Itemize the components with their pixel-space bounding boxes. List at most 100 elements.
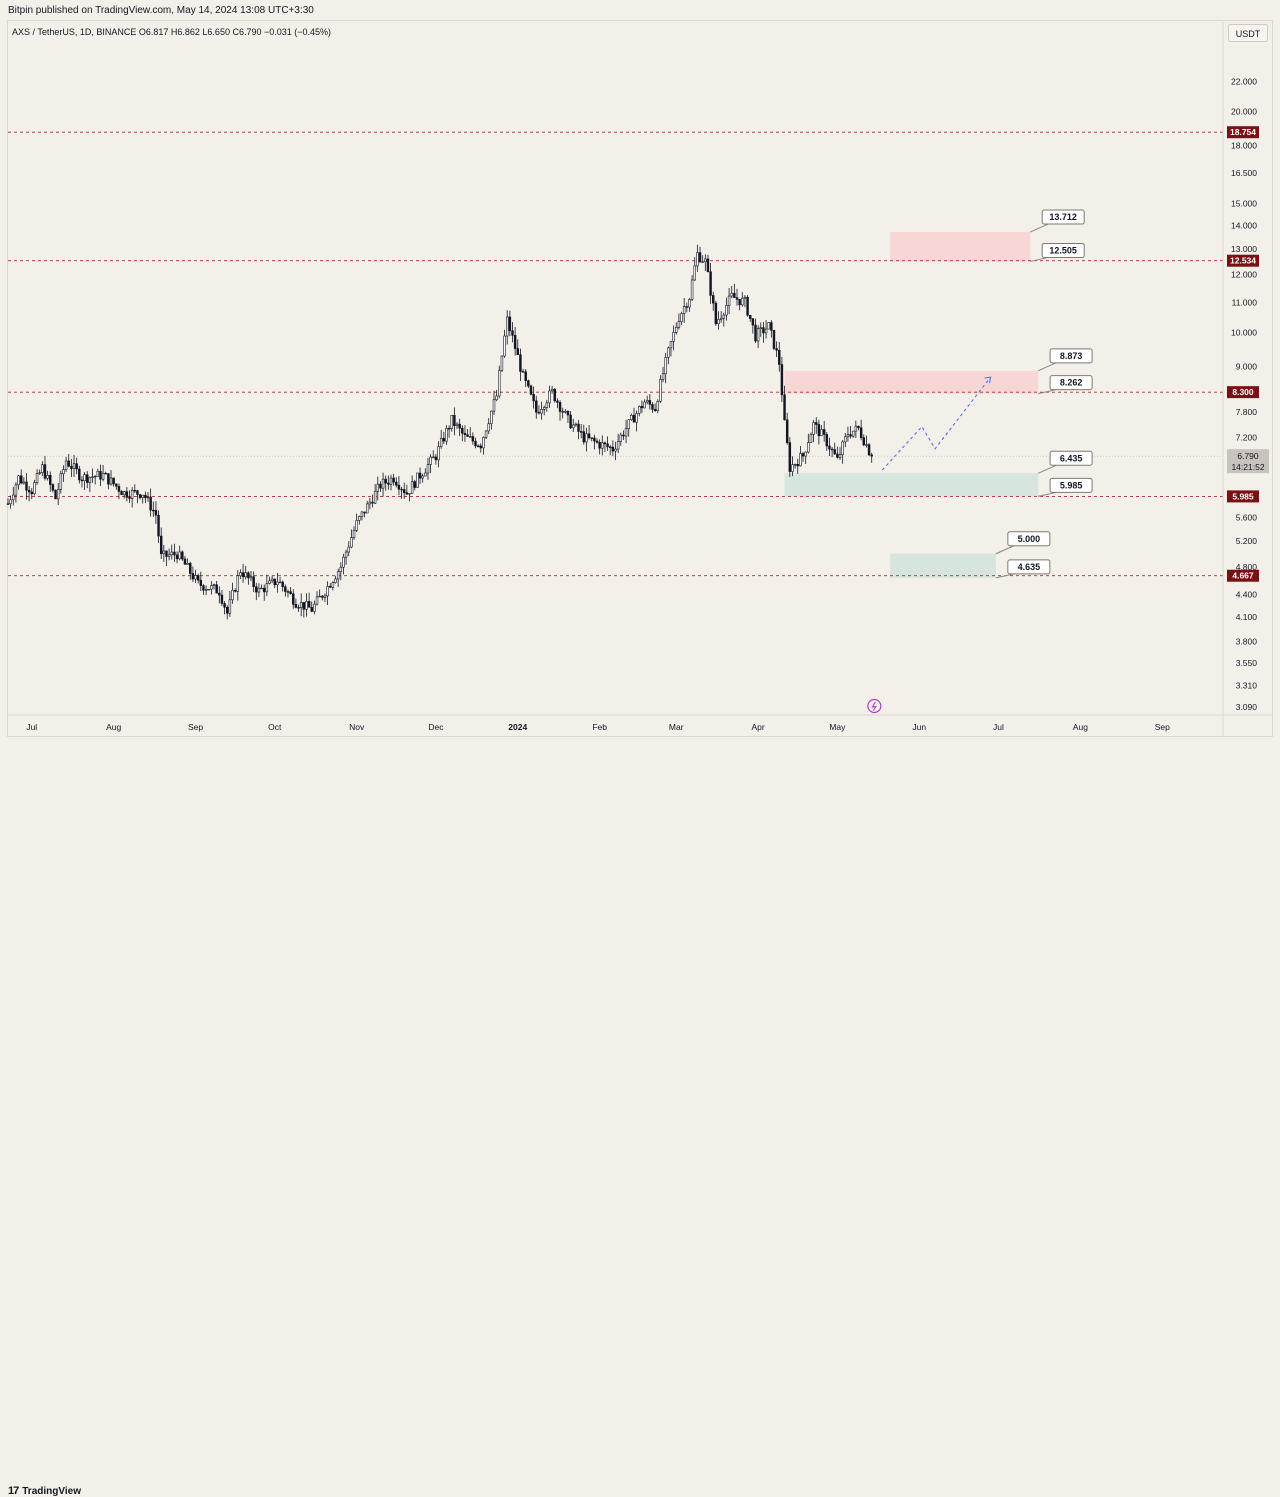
candle-body (133, 490, 137, 492)
zone-callout-label: 4.635 (1018, 562, 1041, 572)
price-tick-label: 9.000 (1236, 361, 1258, 371)
candle (196, 573, 200, 584)
level-price-tag-label: 8.300 (1232, 387, 1254, 397)
candle-body (162, 550, 166, 555)
candle-body (616, 441, 620, 450)
candle (64, 456, 68, 473)
candle (260, 584, 263, 590)
candle (608, 445, 612, 456)
candle-body (482, 437, 485, 449)
time-axis[interactable]: Jul Aug Sep Oct Nov Dec 2024 Feb Mar Apr May Jun Jul… (26, 722, 1170, 732)
candle (656, 399, 659, 414)
candle (659, 375, 662, 404)
candle-body (363, 511, 366, 514)
candle (709, 263, 712, 304)
candle (194, 569, 197, 583)
candle (223, 601, 226, 615)
candle-body (582, 431, 586, 443)
candle-body (608, 446, 612, 448)
candle (109, 470, 113, 486)
candle-body (572, 424, 575, 429)
candle-body (392, 477, 395, 483)
time-tick-label: Jul (993, 722, 1004, 732)
price-chart[interactable]: 13.712 12.505 8.873 8.262 6.435 5.985 5.000 4.6… (0, 0, 1280, 763)
candle (305, 593, 308, 617)
candle (516, 339, 519, 356)
currency-button[interactable]: USDT (1228, 24, 1268, 42)
candle-body (202, 585, 205, 591)
candle (339, 562, 343, 581)
candle-body (326, 586, 329, 597)
candle-body (284, 586, 287, 592)
candle (445, 425, 448, 445)
price-tick-label: 13.000 (1231, 244, 1257, 254)
candle (72, 454, 76, 477)
candle (292, 589, 295, 609)
projection-arrowhead (984, 376, 992, 384)
price-tick-label: 3.310 (1236, 680, 1258, 690)
candle-body (78, 468, 81, 481)
candle-body (233, 590, 237, 592)
candle-body (35, 473, 39, 483)
zone-callout-leader (995, 545, 1015, 555)
candle (743, 294, 747, 307)
candle (545, 399, 549, 412)
candle-body (352, 529, 356, 538)
candle-body (619, 434, 623, 442)
candle (812, 419, 815, 443)
candle (365, 500, 369, 514)
candle-body (793, 464, 797, 466)
candle (122, 490, 126, 499)
candle-body (257, 587, 261, 593)
candle (788, 437, 792, 477)
candle (764, 320, 768, 339)
candle (35, 469, 39, 485)
candle (463, 425, 467, 442)
candle (548, 385, 551, 408)
candle-body (511, 330, 514, 336)
candle (857, 425, 860, 431)
zone-callout-leader (1029, 223, 1049, 233)
candle (144, 491, 147, 504)
candle (210, 581, 213, 595)
candle (627, 419, 630, 437)
candle (651, 402, 654, 413)
time-tick-label: Sep (188, 722, 203, 732)
candle (851, 430, 855, 438)
candle-body (659, 379, 662, 402)
candle-body (846, 434, 850, 438)
tradingview-logo[interactable]: 17 TradingView (8, 1485, 81, 1497)
candle (619, 432, 623, 446)
candle (503, 329, 506, 358)
candle-body (175, 554, 179, 560)
candle-body (701, 261, 704, 263)
candle-body (503, 335, 506, 357)
candle-body (508, 316, 512, 331)
candle-body (785, 419, 789, 443)
candle-body (178, 551, 181, 560)
candle-body (247, 572, 250, 579)
candle-body (297, 607, 300, 609)
candle-body (30, 491, 33, 495)
candle (313, 600, 316, 615)
candle (738, 299, 741, 311)
zone-callout-leader (1037, 464, 1057, 474)
price-axis[interactable]: 22.000 20.000 18.000 16.500 15.000 14.000 13.0… (1231, 76, 1257, 712)
candle (778, 341, 781, 372)
candle (51, 483, 55, 493)
candle (276, 572, 279, 593)
candle (841, 440, 844, 464)
candle-body (661, 373, 665, 380)
candle (825, 432, 829, 451)
level-price-tag (1227, 569, 1259, 582)
zone-callout-box (1049, 450, 1093, 466)
candle-body (553, 388, 556, 402)
candle (432, 450, 435, 459)
candle-body (817, 424, 821, 437)
candle (680, 311, 683, 325)
candle (342, 553, 345, 575)
price-tick-label: 16.500 (1231, 168, 1257, 178)
price-tick-label: 4.100 (1236, 612, 1258, 622)
candle-body (524, 371, 527, 381)
candle-body (418, 472, 422, 479)
